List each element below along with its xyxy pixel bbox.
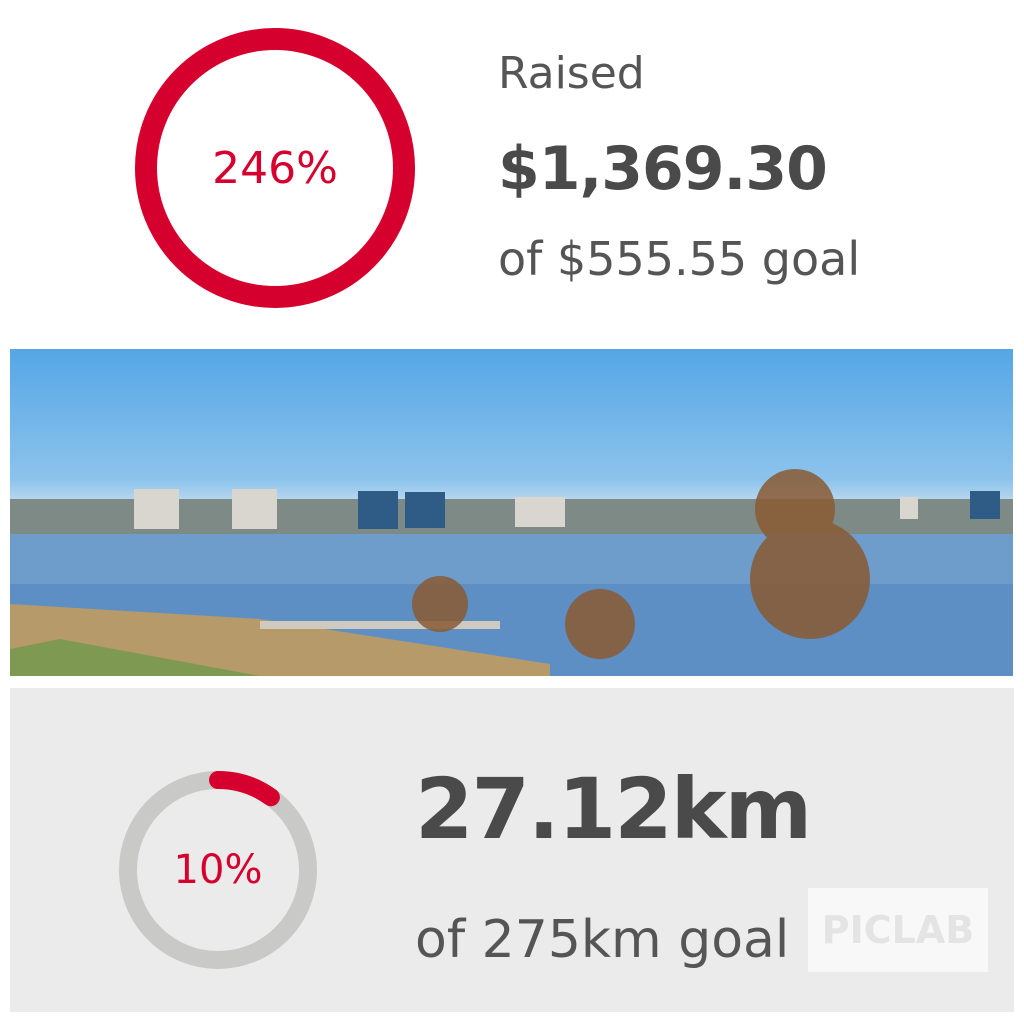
- distance-percent: 10%: [173, 847, 263, 893]
- watermark-logo: PICLAB: [808, 888, 988, 972]
- distance-amount: 27.12km: [415, 760, 812, 858]
- funds-ring-fill: [135, 28, 415, 308]
- raised-label: Raised: [498, 48, 645, 99]
- distance-progress-ring: [119, 771, 317, 969]
- raised-amount: $1,369.30: [498, 134, 828, 204]
- funds-progress-ring: [135, 28, 415, 308]
- distance-goal: of 275km goal: [415, 910, 790, 970]
- funds-goal: of $555.55 goal: [498, 232, 861, 286]
- funds-percent: 246%: [212, 142, 338, 194]
- distance-ring-fill: [119, 771, 317, 969]
- waterfront-photo: [10, 349, 1013, 676]
